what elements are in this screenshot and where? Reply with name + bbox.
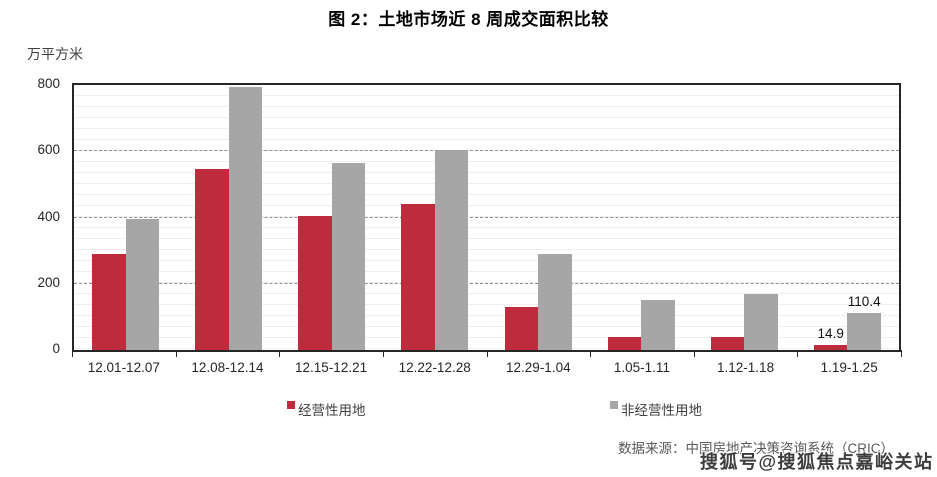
bar-series1-group0 [125, 219, 160, 350]
x-axis-tick [590, 350, 592, 357]
bar-series0-group5 [607, 336, 642, 350]
bar-series1-group4 [538, 253, 572, 350]
bar-series0-group3 [401, 204, 435, 350]
x-tick-label-6: 1.12-1.18 [717, 360, 775, 375]
gridline-600 [74, 150, 899, 152]
y-tick-label-600: 600 [37, 142, 60, 158]
x-axis-tick [382, 350, 384, 357]
x-axis-tick-labels: 12.01-12.07 12.08-12.14 12.15-12.21 12.22-1… [72, 360, 901, 378]
x-tick-label-1: 12.08-12.14 [191, 360, 264, 375]
bar-series1-group3 [434, 149, 469, 350]
x-axis-tick [72, 350, 73, 357]
chart-legend: 经营性用地 非经营性用地 [0, 399, 937, 419]
legend-item-operational-land: 经营性用地 [287, 399, 366, 419]
x-axis-tick [486, 350, 488, 357]
legend-label: 非经营性用地 [621, 403, 702, 418]
x-axis-ticks [72, 350, 902, 357]
legend-item-non-operational-land: 非经营性用地 [610, 399, 702, 419]
y-axis-tick-labels: 0 200 400 600 800 [0, 76, 60, 356]
data-source-prefix: 数据来源： [618, 441, 686, 456]
x-axis-tick [279, 350, 281, 357]
data-source-name: 中国房地产决策咨询系统（CRIC） [685, 441, 895, 456]
y-tick-label-200: 200 [37, 274, 60, 290]
x-tick-label-5: 1.05-1.11 [613, 360, 670, 375]
legend-swatch-red [287, 401, 295, 409]
bar-series0-group0 [92, 253, 126, 350]
y-axis-unit-label: 万平方米 [27, 46, 83, 62]
bar-series0-group1 [195, 169, 229, 350]
gridline-400 [74, 216, 899, 218]
x-axis-tick [797, 350, 799, 357]
gridline-200 [74, 282, 899, 284]
data-source-text: 数据来源：中国房地产决策咨询系统（CRIC） [618, 437, 894, 457]
x-tick-label-2: 12.15-12.21 [295, 360, 368, 375]
x-tick-label-7: 1.19-1.25 [820, 360, 878, 375]
point-label-series1: 110.4 [847, 294, 881, 310]
bar-series0-group2 [298, 215, 332, 350]
bar-series0-group6 [710, 336, 745, 350]
bar-series1-group1 [228, 86, 263, 350]
x-axis-tick [901, 350, 902, 357]
y-tick-label-0: 0 [52, 341, 60, 356]
plot-area: 14.9 110.4 [72, 83, 901, 352]
bar-series1-group7 [847, 313, 881, 350]
chart-title: 图 2：土地市场近 8 周成交面积比较 [328, 10, 609, 29]
point-label-series0: 14.9 [817, 326, 844, 342]
x-tick-label-0: 12.01-12.07 [87, 360, 160, 375]
bar-series0-group4 [504, 306, 539, 350]
bar-series1-group2 [331, 162, 366, 350]
x-axis-tick [693, 350, 695, 357]
bar-series1-group5 [641, 300, 675, 350]
x-tick-label-3: 12.22-12.28 [398, 360, 471, 375]
x-tick-label-4: 12.29-1.04 [506, 360, 571, 375]
bar-series1-group6 [744, 293, 778, 350]
x-axis-tick [175, 350, 177, 357]
y-tick-label-400: 400 [37, 208, 60, 224]
y-tick-label-800: 800 [37, 76, 60, 91]
bar-series0-group7 [813, 345, 848, 350]
legend-label: 经营性用地 [298, 403, 366, 418]
legend-swatch-gray [610, 401, 618, 409]
watermark-text: 搜狐号@搜狐焦点嘉峪关站 [700, 452, 934, 472]
